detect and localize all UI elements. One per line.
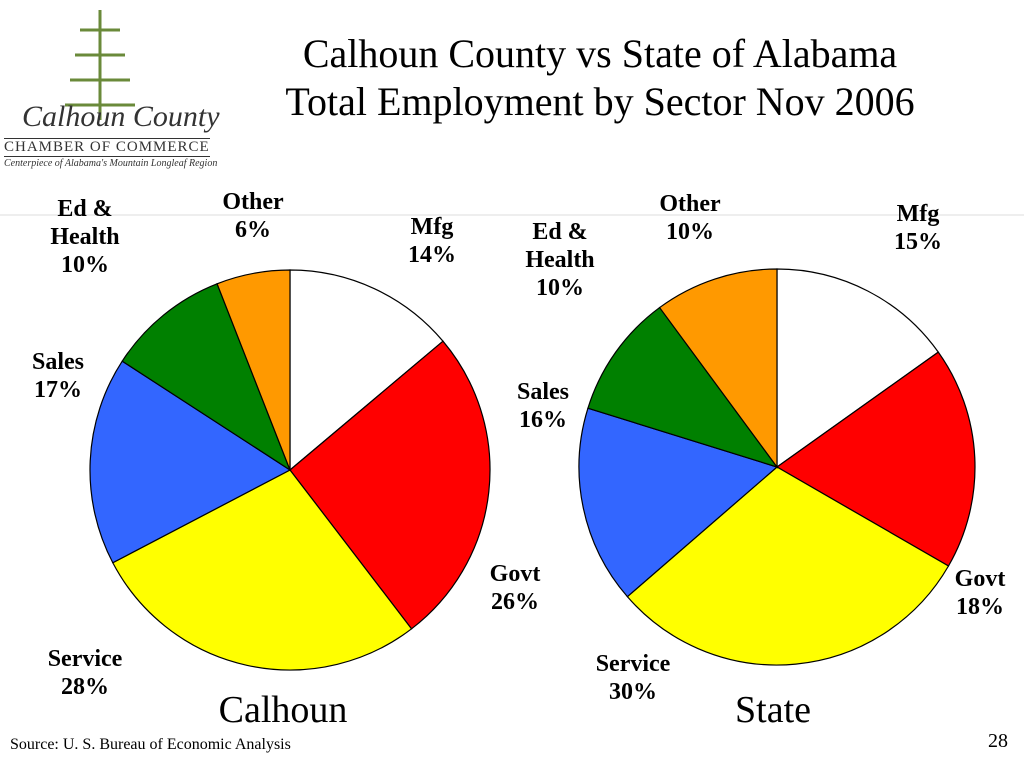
- category-label: Mfg: [896, 201, 940, 227]
- value-label: 18%: [956, 594, 1004, 620]
- pie-slice: [289, 269, 444, 472]
- value-label: 10%: [536, 275, 584, 301]
- slide-title: Calhoun County vs State of Alabama: [302, 31, 898, 76]
- slice-label: Mfg 14%: [377, 213, 487, 269]
- pie-slice: [776, 268, 940, 469]
- category-label: Govt: [489, 561, 541, 587]
- logo-tree: [65, 10, 135, 120]
- pie-slice: [289, 340, 491, 630]
- slice-label: Service 30%: [578, 650, 688, 706]
- value-label: 28%: [61, 674, 109, 700]
- value-label: 10%: [666, 219, 714, 245]
- slice-label: Sales 16%: [488, 378, 598, 434]
- logo-name: Calhoun County: [22, 100, 220, 133]
- slide-title: Total Employment by Sector Nov 2006: [285, 79, 915, 124]
- source: Source: U. S. Bureau of Economic Analysi…: [10, 736, 291, 753]
- value-label: 14%: [408, 242, 456, 268]
- slice-label: Ed & Health 10%: [30, 195, 140, 279]
- slice-label: Mfg 15%: [863, 200, 973, 256]
- category-label: Sales: [516, 379, 569, 405]
- category-label: Sales: [31, 349, 84, 375]
- pie-slice: [626, 466, 950, 666]
- pie-slice: [121, 282, 292, 472]
- category-label: Service: [47, 646, 123, 672]
- value-label: 16%: [519, 407, 567, 433]
- slice-label: Service 28%: [30, 645, 140, 701]
- chart-title: State: [735, 689, 811, 731]
- category-label: Service: [595, 651, 671, 677]
- category-label: Ed & Health: [50, 196, 120, 250]
- value-label: 15%: [894, 229, 942, 255]
- value-label: 6%: [235, 217, 271, 243]
- slice-label: Ed & Health 10%: [505, 218, 615, 302]
- pie-slice: [578, 407, 779, 598]
- pie-slice: [587, 306, 779, 469]
- slice-label: Other 10%: [635, 190, 745, 246]
- category-label: Other: [659, 191, 721, 217]
- category-label: Mfg: [410, 214, 454, 240]
- slice-label: Other 6%: [198, 188, 308, 244]
- logo-org: CHAMBER OF COMMERCE: [4, 138, 210, 157]
- pie-slice: [216, 269, 291, 471]
- pie-slice: [111, 469, 413, 671]
- value-label: 30%: [609, 679, 657, 705]
- pie-slice: [658, 268, 778, 469]
- category-label: Other: [222, 189, 284, 215]
- value-label: 26%: [491, 589, 539, 615]
- slice-label: Govt 26%: [460, 560, 570, 616]
- logo-tagline: Centerpiece of Alabama's Mountain Longle…: [4, 158, 218, 169]
- pie-slice: [89, 360, 292, 564]
- chart-title: Calhoun: [218, 689, 348, 731]
- category-label: Govt: [954, 566, 1006, 592]
- slice-label: Govt 18%: [925, 565, 1024, 621]
- value-label: 17%: [34, 377, 82, 403]
- slice-label: Sales 17%: [3, 348, 113, 404]
- pie-slice: [775, 351, 976, 567]
- page-number: 28: [988, 730, 1008, 752]
- category-label: Ed & Health: [525, 219, 595, 273]
- value-label: 10%: [61, 252, 109, 278]
